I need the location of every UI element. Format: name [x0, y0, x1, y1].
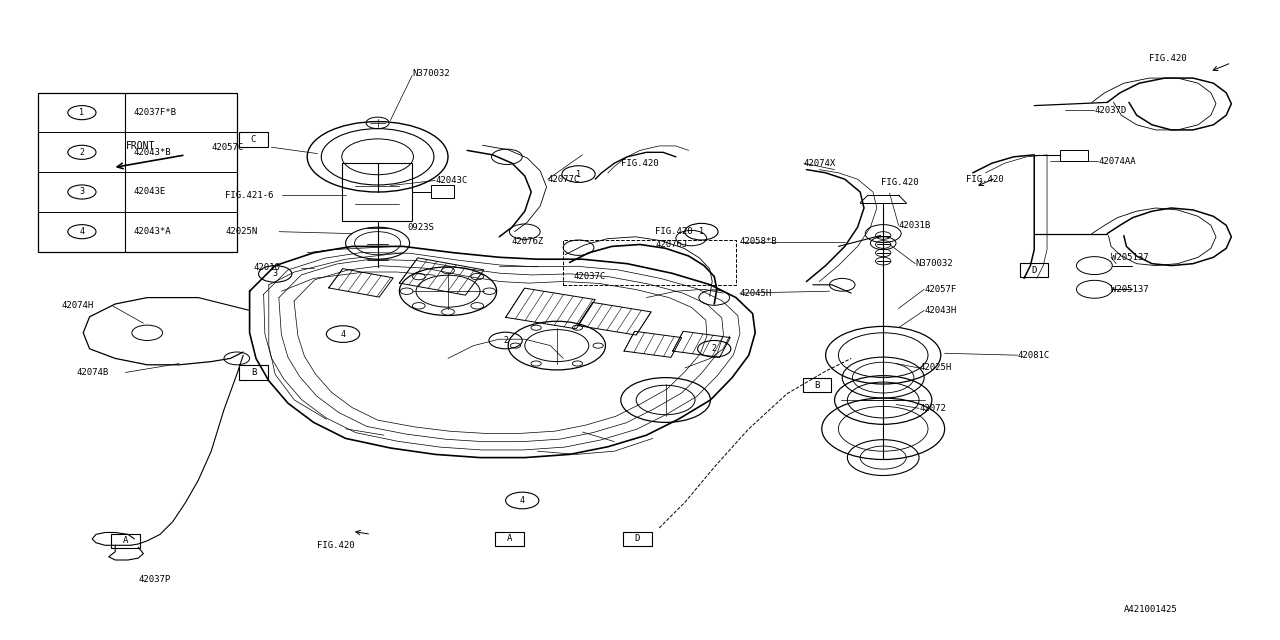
Text: B: B [814, 381, 819, 390]
Text: 4: 4 [79, 227, 84, 236]
Text: 4: 4 [520, 496, 525, 505]
Text: B: B [251, 368, 256, 377]
Text: 42043*A: 42043*A [133, 227, 170, 236]
Text: 42037D: 42037D [1094, 106, 1126, 115]
Text: 42072: 42072 [919, 404, 946, 413]
Text: N370032: N370032 [412, 69, 449, 78]
Text: 42037F*B: 42037F*B [133, 108, 177, 117]
Text: 2: 2 [79, 148, 84, 157]
Text: 42031B: 42031B [899, 221, 931, 230]
Text: A: A [507, 534, 512, 543]
Text: N370032: N370032 [915, 259, 952, 268]
Text: 42074AA: 42074AA [1098, 157, 1135, 166]
Text: FIG.421-6: FIG.421-6 [225, 191, 274, 200]
Text: 42081C: 42081C [1018, 351, 1050, 360]
Text: 42010: 42010 [253, 263, 280, 272]
Text: 42043H: 42043H [924, 306, 956, 315]
Text: FIG.420: FIG.420 [655, 227, 692, 236]
Text: 42043C: 42043C [435, 176, 467, 185]
Text: FRONT: FRONT [127, 141, 155, 151]
Text: W205137: W205137 [1111, 285, 1148, 294]
Text: C: C [251, 135, 256, 144]
Text: 42074B: 42074B [77, 368, 109, 377]
Text: 42025H: 42025H [919, 364, 951, 372]
Text: D: D [635, 534, 640, 543]
Text: 1: 1 [699, 227, 704, 236]
Text: 42074H: 42074H [61, 301, 93, 310]
Text: FIG.420: FIG.420 [621, 159, 658, 168]
Text: 42076Z: 42076Z [512, 237, 544, 246]
Text: 42076J: 42076J [655, 240, 687, 249]
Text: 1: 1 [79, 108, 84, 117]
Text: 42045H: 42045H [740, 289, 772, 298]
Text: FIG.420: FIG.420 [317, 541, 355, 550]
Text: 42057C: 42057C [211, 143, 243, 152]
Text: 2: 2 [712, 344, 717, 353]
Text: FIG.420: FIG.420 [881, 178, 918, 187]
Text: 4: 4 [340, 330, 346, 339]
Text: 42074X: 42074X [804, 159, 836, 168]
Text: D: D [1032, 266, 1037, 275]
Text: 42043*B: 42043*B [133, 148, 170, 157]
Text: A: A [123, 536, 128, 545]
Text: 42037P: 42037P [138, 575, 170, 584]
Text: FIG.420: FIG.420 [1149, 54, 1187, 63]
Text: 0923S: 0923S [407, 223, 434, 232]
Text: 1: 1 [576, 170, 581, 179]
Text: 42057F: 42057F [924, 285, 956, 294]
Text: 2: 2 [503, 336, 508, 345]
Text: W205137: W205137 [1111, 253, 1148, 262]
Text: A421001425: A421001425 [1124, 605, 1178, 614]
Text: 3: 3 [273, 269, 278, 278]
Text: 42077C: 42077C [548, 175, 580, 184]
Text: FIG.420: FIG.420 [966, 175, 1004, 184]
Text: 42043E: 42043E [133, 188, 165, 196]
Text: 3: 3 [79, 188, 84, 196]
Text: 42025N: 42025N [225, 227, 257, 236]
Text: 42058*B: 42058*B [740, 237, 777, 246]
Text: 42037C: 42037C [573, 272, 605, 281]
